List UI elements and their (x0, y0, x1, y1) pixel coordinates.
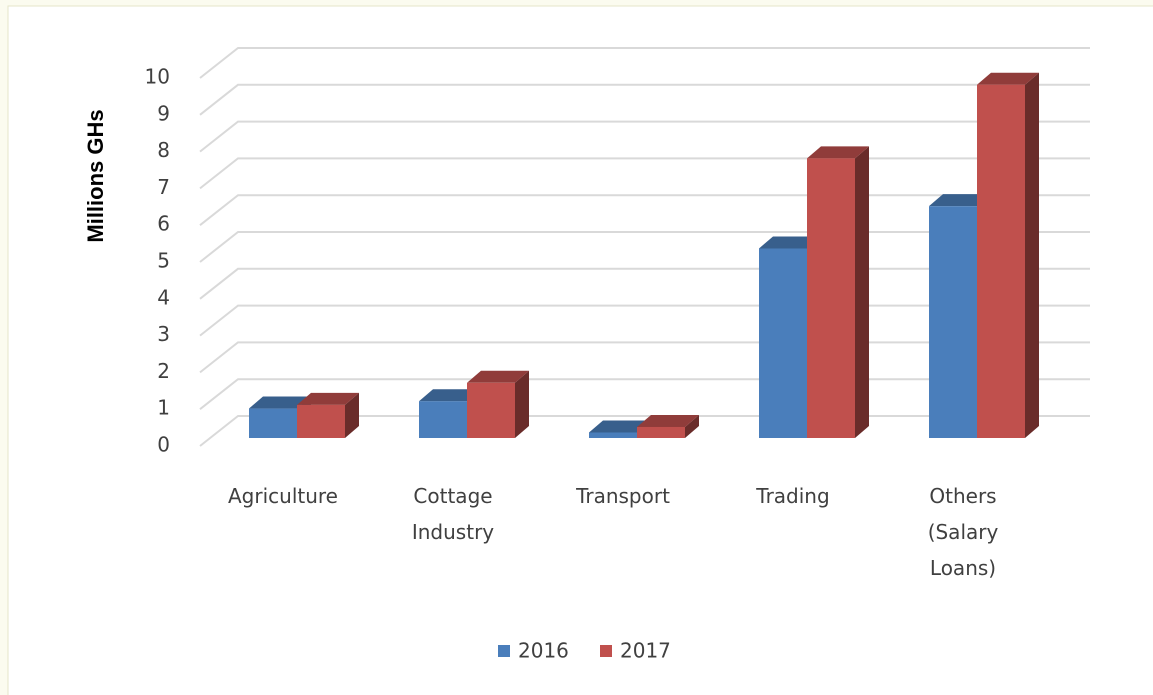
bar-front (249, 408, 297, 438)
y-axis-title: Millions GHs (83, 109, 108, 242)
legend-swatch (498, 645, 510, 657)
bar-side (345, 392, 359, 438)
grid-line (199, 157, 1090, 190)
grid-line (199, 83, 1090, 116)
bar-front (929, 206, 977, 438)
y-tick-label: 1 (157, 396, 170, 420)
bar-side (855, 146, 869, 438)
legend-label: 2017 (620, 639, 671, 663)
bar-top (759, 236, 821, 249)
y-tick-label: 7 (157, 175, 170, 199)
bar-front (637, 426, 685, 438)
bar-top (637, 414, 699, 427)
bar-top (589, 420, 651, 433)
y-tick-label: 10 (145, 65, 170, 89)
bar (637, 414, 699, 438)
legend-label: 2016 (518, 639, 569, 663)
bar-side (1025, 72, 1039, 438)
bar-top (249, 396, 311, 409)
legend-swatch (600, 645, 612, 657)
x-tick-label: Trading (755, 484, 829, 508)
y-tick-label: 4 (157, 285, 170, 309)
bar-front (297, 404, 345, 438)
bar-top (977, 72, 1039, 85)
y-tick-label: 2 (157, 359, 170, 383)
x-tick-label: Others (Salary Loans) (928, 484, 999, 580)
bar-front (759, 248, 807, 438)
bar-front (419, 401, 467, 438)
bar-top (807, 146, 869, 159)
y-tick-label: 6 (157, 212, 170, 236)
y-tick-label: 8 (157, 138, 170, 162)
x-tick-label: Agriculture (228, 484, 338, 508)
bar-top (419, 389, 481, 402)
grid-line (199, 47, 1090, 79)
bar (977, 72, 1039, 438)
bar-top (929, 194, 991, 207)
y-tick-label: 0 (157, 433, 170, 457)
y-tick-label: 9 (157, 101, 170, 125)
bar-front (589, 432, 637, 438)
grid-line (199, 231, 1090, 263)
bar-front (467, 382, 515, 438)
bar-side (685, 414, 699, 438)
bar (807, 146, 869, 438)
bar-top (467, 370, 529, 383)
bar (467, 370, 529, 438)
x-tick-label: Cottage Industry (412, 484, 494, 544)
y-tick-label: 3 (157, 322, 170, 346)
bar-top (297, 392, 359, 405)
y-tick-label: 5 (157, 249, 170, 273)
bar-front (807, 158, 855, 438)
grid-line (199, 194, 1090, 226)
x-tick-label: Transport (575, 484, 670, 508)
bar (297, 392, 359, 438)
bar-front (977, 84, 1025, 438)
bar-side (515, 370, 529, 438)
grid-line (199, 120, 1090, 153)
